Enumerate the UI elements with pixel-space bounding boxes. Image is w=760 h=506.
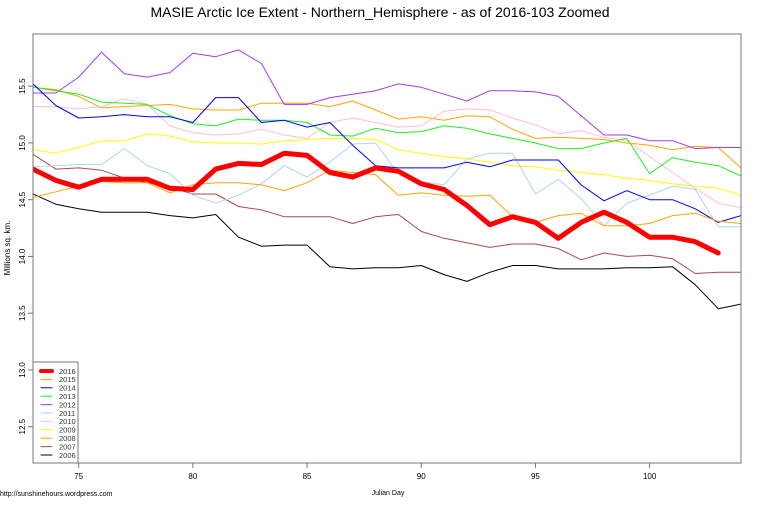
x-tick-label: 85 [303, 472, 312, 481]
legend-label-2010: 2010 [59, 417, 76, 426]
series-line-2011 [33, 142, 741, 228]
legend-box [32, 361, 79, 464]
series-line-2009 [33, 133, 741, 196]
legend-label-2012: 2012 [59, 400, 76, 409]
x-axis-label: Julian Day [372, 490, 405, 497]
series-line-2010 [33, 98, 741, 209]
legend-label-2016: 2016 [59, 367, 76, 376]
y-tick-label: 13.5 [18, 305, 27, 321]
series-line-2008 [33, 86, 741, 169]
legend-label-2011: 2011 [59, 409, 75, 418]
series-line-2007 [33, 153, 741, 274]
axes-layer: 75 80 85 90 95 100 12.5 13.0 13.5 14.0 14.5 15.0 15.… [18, 33, 742, 481]
legend-label-2008: 2008 [59, 434, 76, 443]
y-tick-label: 12.5 [18, 418, 27, 434]
series-line-2015 [33, 169, 741, 227]
legend-label-2013: 2013 [59, 392, 76, 401]
y-tick-label: 14.0 [18, 248, 27, 264]
series-line-2013 [33, 86, 741, 177]
series-line-2014 [33, 83, 741, 223]
x-tick-label: 95 [531, 472, 540, 481]
legend-label-2006: 2006 [59, 451, 76, 460]
series-line-2016 [33, 150, 721, 256]
legend-label-2015: 2015 [59, 375, 76, 384]
plot-frame [32, 33, 742, 464]
chart-title: MASIE Arctic Ice Extent - Northern_Hemis… [150, 4, 609, 20]
y-tick-label: 15.0 [18, 135, 27, 151]
series-line-2012 [33, 49, 741, 150]
series-layer [33, 49, 741, 310]
legend: 2016201520142013201220112010200920082007… [32, 361, 79, 464]
y-axis-label: Millions sq. km. [3, 221, 12, 276]
legend-label-2009: 2009 [59, 426, 76, 435]
source-credit: http://sunshinehours.wordpress.com [0, 491, 113, 498]
legend-label-2007: 2007 [59, 442, 76, 451]
x-tick-label: 80 [188, 472, 197, 481]
x-tick-label: 100 [643, 472, 657, 481]
legend-label-2014: 2014 [59, 384, 76, 393]
y-tick-label: 15.5 [18, 78, 27, 94]
y-tick-label: 14.5 [18, 191, 27, 207]
x-tick-label: 90 [417, 472, 426, 481]
series-line-2006 [33, 193, 741, 310]
y-tick-label: 13.0 [18, 362, 27, 378]
x-tick-label: 75 [74, 472, 83, 481]
